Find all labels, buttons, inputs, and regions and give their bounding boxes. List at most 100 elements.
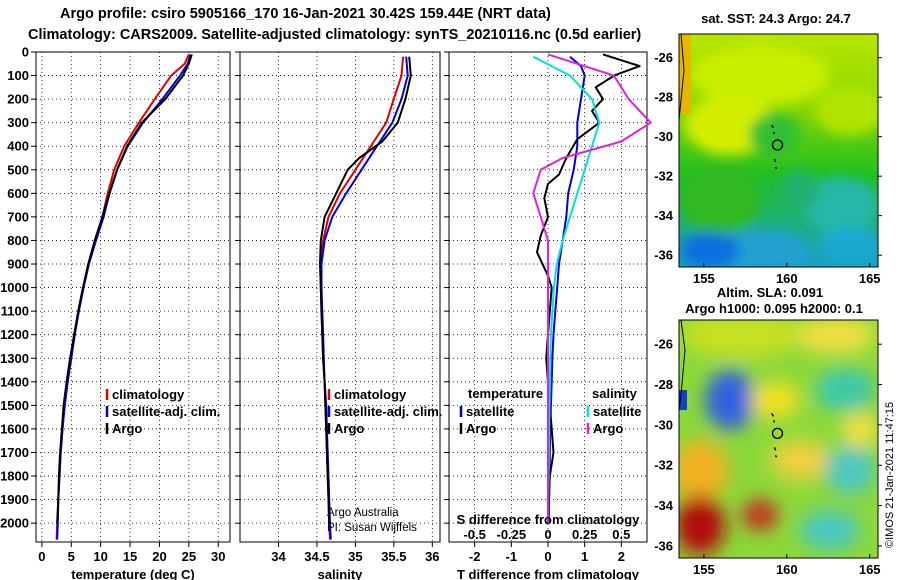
temperature-xtick-label: 10	[93, 549, 107, 564]
sst-map-lat-label: -32	[654, 169, 673, 184]
depth-tick-label: 700	[7, 209, 29, 224]
temp-legend-argo-label: Argo	[112, 421, 142, 436]
imos-credit: ©IMOS 21-Jan-2021 11:47:15	[884, 402, 896, 548]
sla-map-axes: 155 160 165 -26 -28 -30 -32 -34 -36 Altim. SLA: 0…	[654, 285, 882, 577]
sst-map	[679, 34, 878, 267]
diff-top-xtick-label: -0.25	[497, 527, 527, 542]
salinity-series-argo	[319, 56, 412, 524]
difference-xtick-label: 0	[544, 549, 551, 564]
diff-legend-salinity-title: salinity	[592, 386, 638, 401]
sal-legend-climatology-label: climatology	[334, 387, 407, 402]
difference-xlabel: T difference from climatology	[457, 567, 640, 580]
depth-tick-label: 1300	[0, 351, 29, 366]
diff-legend-temperature-title: temperature	[468, 386, 543, 401]
sst-map-title: sat. SST: 24.3 Argo: 24.7	[701, 11, 851, 26]
depth-tick-label: 1900	[0, 492, 29, 507]
depth-tick-label: 1500	[0, 398, 29, 413]
depth-tick-label: 100	[7, 68, 29, 83]
chart-title-line2: Climatology: CARS2009. Satellite-adjuste…	[28, 27, 642, 43]
salinity-frame	[239, 51, 441, 543]
sla-map-lat-label: -32	[654, 458, 673, 473]
depth-tick-label: 1400	[0, 374, 29, 389]
temperature-xtick-label: 30	[211, 549, 225, 564]
depth-tick-label: 900	[7, 257, 29, 272]
depth-tick-label: 300	[7, 115, 29, 130]
diff-top-xtick-label: 0.5	[612, 527, 630, 542]
sst-map-frame	[678, 33, 879, 268]
diff-legend-sal-argo-label: Argo	[593, 421, 623, 436]
diff-top-xtick-label: 0	[544, 527, 551, 542]
sst-map-axes: 155 160 165 -26 -28 -30 -32 -34 -36 sat. SST: 24.…	[654, 11, 882, 286]
sla-map-lat-label: -34	[654, 498, 674, 513]
depth-tick-label: 1200	[0, 327, 29, 342]
depth-tick-label: 800	[7, 233, 29, 248]
sst-map-lat-label: -34	[654, 208, 674, 223]
difference-series-salinity-satellite	[532, 55, 601, 524]
diff-top-xlabel: S difference from climatology	[457, 512, 641, 527]
sal-legend-satellite-label: satellite-adj. clim.	[334, 404, 442, 419]
annotation-pi: PI: Susan Wijffels	[327, 522, 417, 534]
diff-top-xtick-label: -0.5	[463, 527, 485, 542]
temperature-xtick-label: 5	[68, 549, 75, 564]
difference-xtick-label: 1	[581, 549, 588, 564]
sst-map-lat-label: -30	[654, 129, 673, 144]
salinity-xtick-label: 35.5	[381, 549, 406, 564]
sla-map-title-line2: Argo h1000: 0.095 h2000: 0.1	[685, 301, 863, 316]
diff-legend-temp-satellite-label: satellite	[466, 404, 514, 419]
depth-tick-label: 1700	[0, 445, 29, 460]
sst-map-lon-label: 160	[776, 271, 798, 286]
difference-xtick-label: 2	[618, 549, 625, 564]
diff-legend-temp-argo-label: Argo	[466, 421, 496, 436]
temperature-xtick-label: 0	[38, 549, 45, 564]
temperature-panel: 0 5 10 15 20 25 300100200300400500600700800900…	[0, 45, 231, 580]
depth-tick-label: 1600	[0, 421, 29, 436]
sla-map-lat-label: -28	[654, 377, 673, 392]
salinity-xtick-label: 34.5	[304, 549, 329, 564]
sst-map-lon-label: 155	[693, 271, 715, 286]
sst-map-lon-label: 165	[859, 271, 881, 286]
depth-tick-label: 600	[7, 186, 29, 201]
sst-map-track	[770, 124, 778, 170]
difference-panel: -2 -1 0 1 2 T difference from climatology temp…	[444, 51, 652, 580]
sla-map-lat-label: -26	[654, 337, 673, 352]
sla-map-lon-label: 165	[859, 562, 881, 577]
salinity-xlabel: salinity	[318, 567, 364, 580]
sst-map-lat-label: -28	[654, 90, 673, 105]
temp-legend-climatology-label: climatology	[112, 387, 185, 402]
temperature-frame	[35, 51, 231, 543]
sla-map-track	[770, 412, 778, 458]
diff-legend-sal-satellite-label: satellite	[593, 404, 641, 419]
chart-title-line1: Argo profile: csiro 5905166_170 16-Jan-2…	[60, 6, 551, 22]
temperature-series-argo	[56, 54, 193, 524]
sla-map-title-line1: Altim. SLA: 0.091	[717, 285, 823, 300]
depth-tick-label: 500	[7, 162, 29, 177]
sla-map-lat-label: -30	[654, 417, 673, 432]
difference-xtick-label: -1	[506, 549, 518, 564]
temperature-xlabel: temperature (deg C)	[71, 567, 195, 580]
sla-map	[679, 320, 878, 558]
depth-tick-label: 1000	[0, 280, 29, 295]
salinity-panel: 34 34.5 35 35.5 36 salinity climatology satelli…	[235, 51, 442, 580]
sla-map-frame	[678, 319, 879, 559]
sst-map-lat-label: -26	[654, 50, 673, 65]
sla-map-lat-label: -36	[654, 538, 673, 553]
depth-tick-label: 200	[7, 92, 29, 107]
depth-tick-label: 1800	[0, 469, 29, 484]
annotation-argo-australia: Argo Australia	[327, 507, 399, 519]
difference-xtick-label: -2	[469, 549, 481, 564]
sla-map-lon-label: 160	[776, 562, 798, 577]
depth-tick-label: 1100	[1, 304, 29, 319]
salinity-xtick-label: 36	[425, 549, 439, 564]
temp-legend-satellite-label: satellite-adj. clim.	[112, 404, 220, 419]
depth-tick-label: 400	[7, 139, 29, 154]
salinity-xtick-label: 35	[348, 549, 362, 564]
temperature-xtick-label: 15	[123, 549, 137, 564]
sla-map-argo-marker	[771, 427, 784, 440]
difference-series-salinity-argo	[532, 53, 652, 524]
diff-top-xtick-label: 0.25	[572, 527, 597, 542]
sal-legend-argo-label: Argo	[334, 421, 364, 436]
depth-tick-label: 0	[22, 45, 29, 60]
temperature-xtick-label: 20	[152, 549, 166, 564]
depth-tick-label: 2000	[0, 516, 29, 531]
